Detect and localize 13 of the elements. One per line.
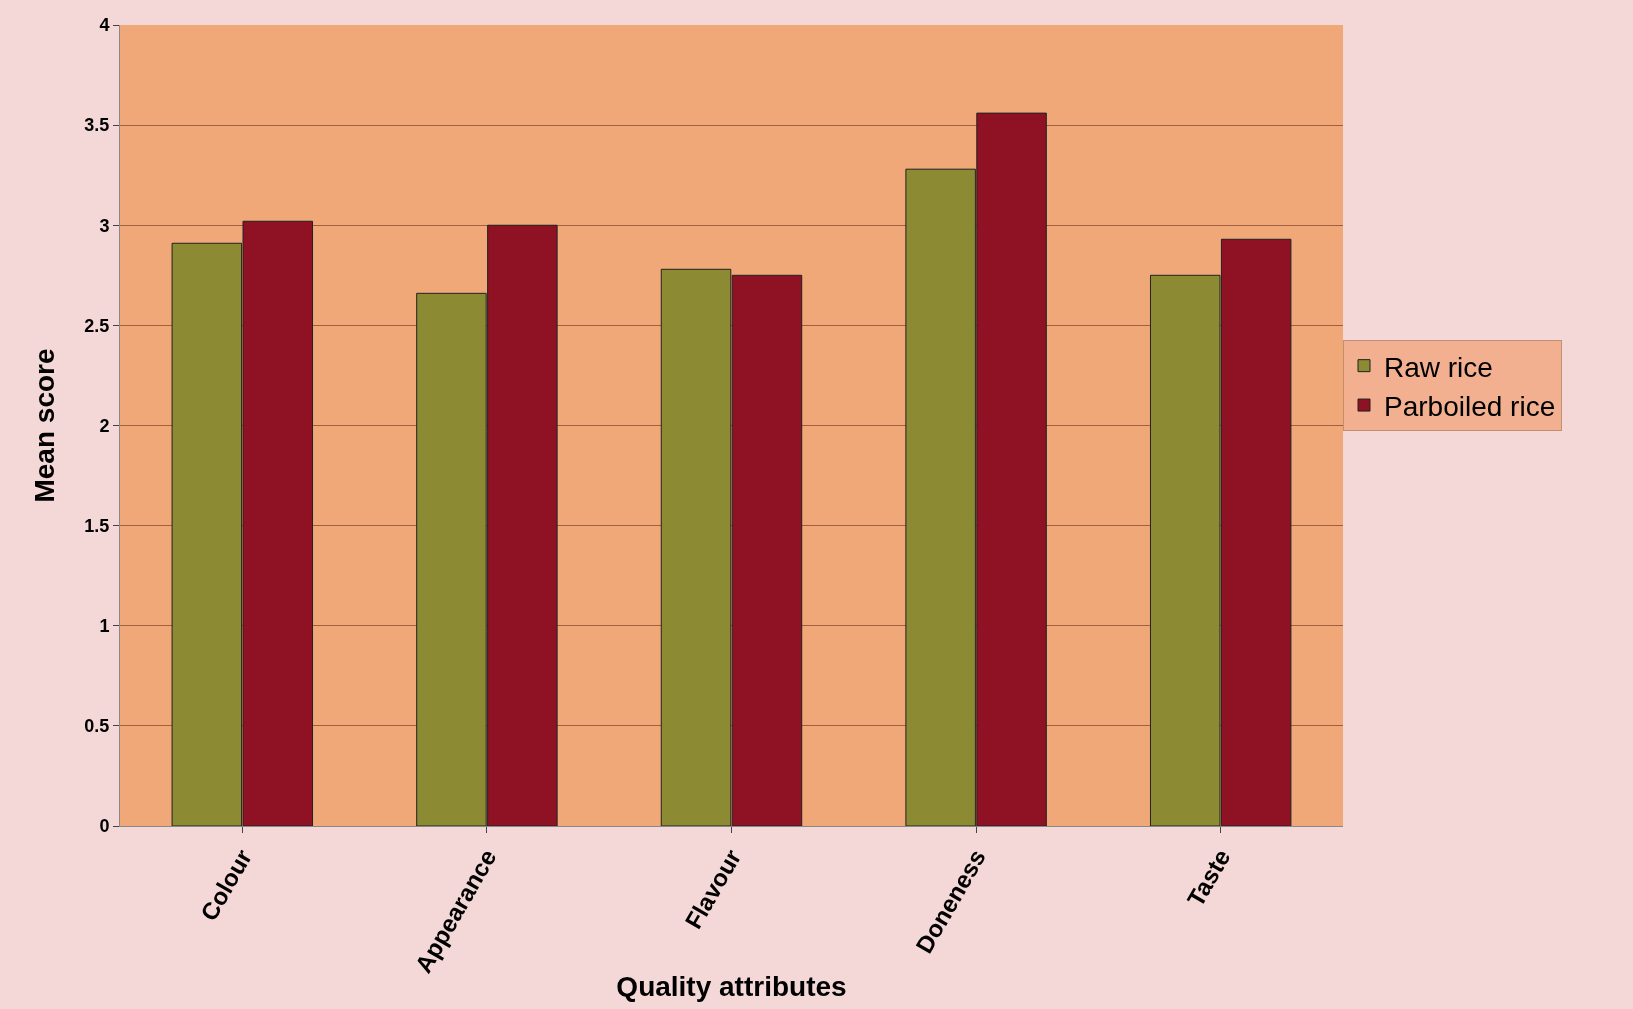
y-tick-label: 3.5 [84,115,110,136]
y-tick-label: 2 [99,415,110,436]
y-tick-label: 1 [99,616,110,637]
x-axis-title: Quality attributes [616,971,847,1003]
legend-label: Raw rice [1384,351,1493,383]
y-tick-label: 0 [99,816,110,837]
legend-label: Parboiled rice [1384,390,1556,422]
y-tick-label: 0.5 [84,716,110,737]
y-tick-label: 2.5 [84,315,110,336]
y-tick-label: 1.5 [84,515,110,536]
y-tick-label: 3 [99,215,110,236]
y-tick-label: 4 [99,15,110,36]
y-axis-title: Mean score [29,348,60,503]
